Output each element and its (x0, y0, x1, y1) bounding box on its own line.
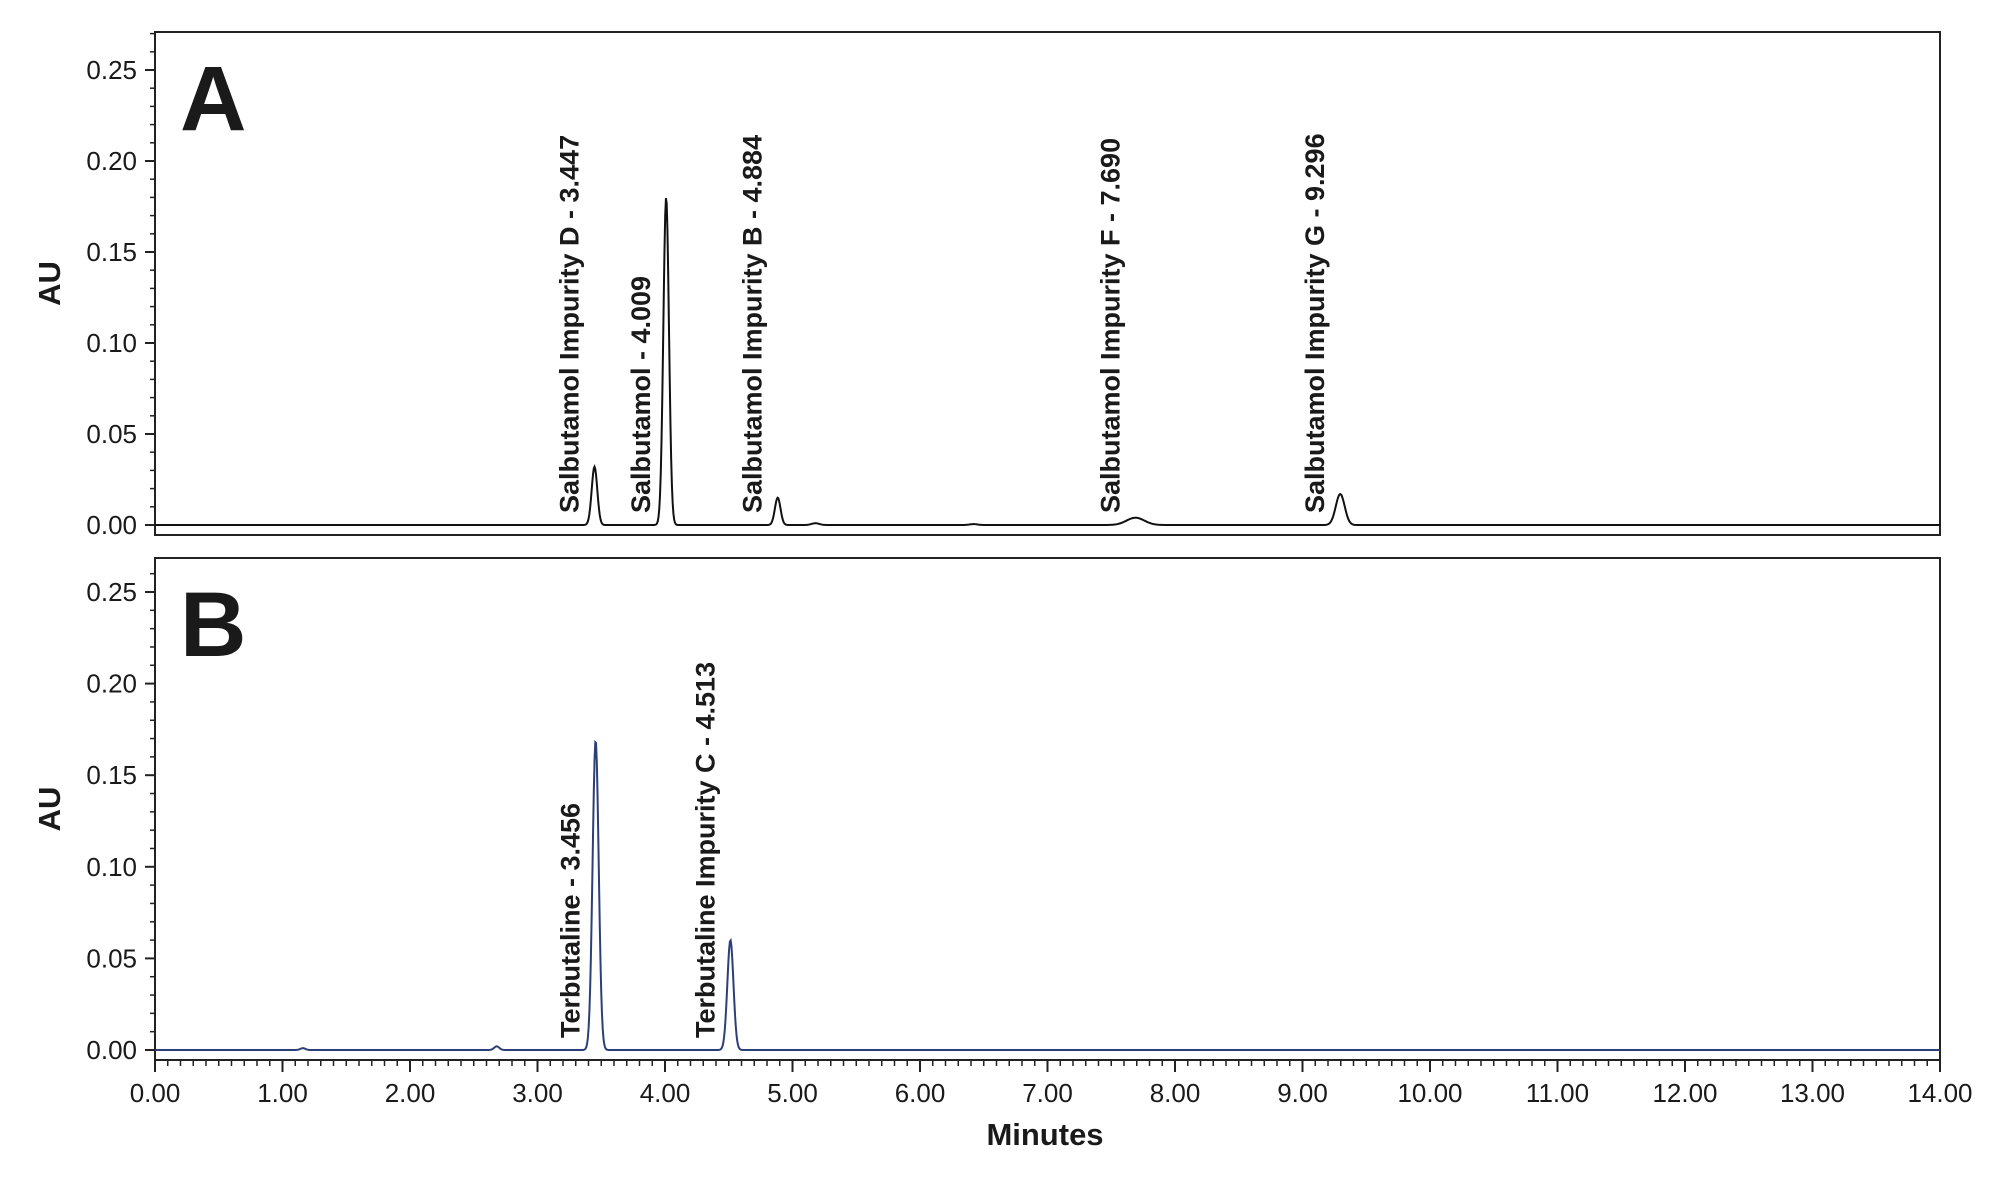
x-tick-label: 5.00 (767, 1078, 818, 1108)
x-tick-label: 10.00 (1397, 1078, 1462, 1108)
x-axis-title: Minutes (986, 1117, 1103, 1152)
x-tick-label: 9.00 (1277, 1078, 1328, 1108)
y-axis-title: AU (32, 261, 67, 306)
x-tick-label: 3.00 (512, 1078, 563, 1108)
y-tick-label: 0.05 (86, 419, 137, 449)
panels-layer: 0.00 0.05 0.10 0.15 0.20 0.25 AU A Salbutamol Im… (32, 31, 1973, 1108)
y-tick-label: 0.00 (86, 510, 137, 540)
peak-label: Terbutaline Impurity C - 4.513 (690, 662, 720, 1038)
plot-frame (154, 557, 1941, 1061)
x-tick-label: 13.00 (1780, 1078, 1845, 1108)
peak-label: Terbutaline - 3.456 (556, 803, 586, 1038)
x-tick-label: 14.00 (1907, 1078, 1972, 1108)
peak-label: Salbutamol Impurity D - 3.447 (554, 135, 584, 513)
x-tick-label: 2.00 (385, 1078, 436, 1108)
peak-label: Salbutamol Impurity G - 9.296 (1300, 133, 1330, 513)
plot-frame (154, 31, 1941, 536)
chromatogram-panel-a: 0.00 0.05 0.10 0.15 0.20 0.25 AU A Salbutamol Im… (32, 31, 1941, 540)
y-tick-label: 0.15 (86, 237, 137, 267)
y-tick-label: 0.00 (86, 1035, 137, 1065)
x-tick-label: 4.00 (640, 1078, 691, 1108)
chromatogram-trace (155, 198, 1940, 526)
panel-letter: B (180, 574, 246, 676)
x-tick-label: 11.00 (1526, 1078, 1589, 1108)
y-tick-label: 0.10 (86, 328, 137, 358)
y-tick-label: 0.25 (86, 55, 137, 85)
chromatogram-panel-b: 0.00 0.05 0.10 0.15 0.20 0.25 AU B Terbutaline -… (32, 557, 1941, 1065)
x-tick-label: 1.00 (257, 1078, 308, 1108)
x-tick-label: 8.00 (1150, 1078, 1201, 1108)
y-tick-label: 0.25 (86, 577, 137, 607)
y-tick-label: 0.15 (86, 760, 137, 790)
panel-letter: A (180, 48, 246, 150)
x-tick-label: 6.00 (895, 1078, 946, 1108)
peak-label: Salbutamol Impurity B - 4.884 (738, 135, 768, 513)
x-tick-label: 12.00 (1652, 1078, 1717, 1108)
y-tick-label: 0.20 (86, 669, 137, 699)
peak-label: Salbutamol Impurity F - 7.690 (1095, 138, 1125, 513)
peak-label: Salbutamol - 4.009 (626, 276, 656, 513)
x-tick-label: 7.00 (1022, 1078, 1073, 1108)
y-tick-label: 0.10 (86, 852, 137, 882)
y-axis-title: AU (32, 787, 67, 832)
x-tick-label: 0.00 (130, 1078, 181, 1108)
y-tick-label: 0.05 (86, 943, 137, 973)
chromatogram-trace (155, 739, 1940, 1051)
y-tick-label: 0.20 (86, 146, 137, 176)
